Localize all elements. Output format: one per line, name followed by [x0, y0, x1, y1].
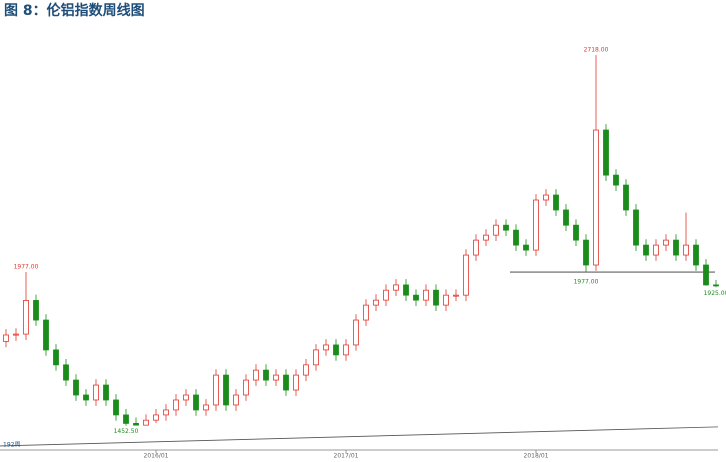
candle-body: [323, 344, 329, 351]
candle-body: [683, 244, 689, 256]
candle-body: [423, 289, 429, 301]
candle-body: [273, 374, 279, 381]
candle-body: [563, 209, 569, 226]
candle-body: [383, 289, 389, 301]
candle-body: [83, 394, 89, 401]
candle-body: [133, 423, 139, 426]
candle-body: [693, 244, 699, 266]
annotation: 1925.00: [704, 290, 726, 297]
candle-body: [393, 284, 399, 291]
annotation: 1452.50: [114, 428, 139, 435]
candle-body: [413, 294, 419, 301]
candle-body: [713, 284, 719, 287]
candle-body: [463, 254, 469, 296]
candle-body: [433, 289, 439, 306]
candle-body: [503, 224, 509, 231]
candle-body: [143, 419, 149, 426]
candle-body: [553, 194, 559, 211]
candle-body: [33, 300, 39, 321]
candle-body: [43, 319, 49, 351]
candle-body: [523, 244, 529, 251]
candle-body: [473, 239, 479, 256]
candle-body: [303, 364, 309, 376]
candle-body: [163, 409, 169, 416]
candle-body: [243, 379, 249, 396]
ma-label: 192周: [3, 442, 20, 449]
candle-body: [483, 234, 489, 241]
candle-body: [3, 334, 9, 342]
candle-body: [543, 194, 549, 201]
candle-body: [513, 229, 519, 246]
candle-body: [113, 399, 119, 416]
x-tick-label: 2017/01: [334, 453, 359, 460]
candle-body: [13, 333, 19, 336]
candle-body: [403, 284, 409, 296]
ma-line: [0, 426, 719, 447]
candle-body: [603, 129, 609, 176]
candle-body: [93, 384, 99, 401]
candle-body: [633, 209, 639, 246]
candle-body: [363, 304, 369, 321]
candle-body: [253, 369, 259, 381]
candle-body: [453, 294, 459, 297]
candle-body: [193, 394, 199, 411]
candle-body: [183, 394, 189, 401]
candle-body: [493, 224, 499, 236]
candle-body: [343, 344, 349, 356]
candle-body: [53, 349, 59, 366]
candle-body: [123, 414, 129, 424]
x-tick-label: 2016/01: [144, 453, 169, 460]
candle-body: [443, 294, 449, 306]
x-tick-label: 2018/01: [524, 453, 549, 460]
candle-body: [643, 244, 649, 256]
candle-body: [213, 374, 219, 406]
candle-body: [233, 394, 239, 406]
candle-body: [593, 129, 599, 266]
candle-body: [103, 384, 109, 401]
support-label: 1977.00: [574, 279, 599, 286]
candle-body: [353, 319, 359, 346]
candle-body: [373, 299, 379, 306]
candle-body: [613, 174, 619, 186]
candle-body: [663, 239, 669, 246]
candle-body: [333, 344, 339, 356]
chart-title: 图 8：伦铝指数周线图: [4, 2, 145, 19]
candle-body: [673, 239, 679, 256]
candle-body: [653, 244, 659, 256]
candle-body: [263, 369, 269, 381]
candle-body: [73, 379, 79, 396]
candle-body: [623, 184, 629, 211]
candle-body: [283, 374, 289, 391]
candle-body: [313, 349, 319, 366]
candle-body: [173, 399, 179, 411]
candle-body: [583, 239, 589, 266]
candle-body: [23, 300, 29, 335]
candle-body: [203, 404, 209, 411]
annotation: 2718.00: [584, 47, 609, 54]
candle-body: [573, 224, 579, 241]
candle-body: [153, 414, 159, 421]
candle-body: [223, 374, 229, 406]
candle-body: [293, 374, 299, 391]
annotation: 1977.00: [14, 264, 39, 271]
candle-body: [533, 199, 539, 251]
candle-body: [63, 364, 69, 381]
candle-body: [703, 264, 709, 286]
